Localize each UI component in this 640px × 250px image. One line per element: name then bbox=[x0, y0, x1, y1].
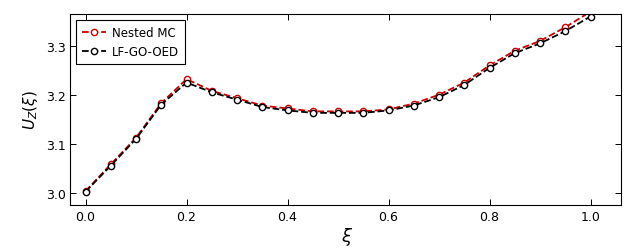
Nested MC bbox=[587, 11, 595, 14]
Nested MC bbox=[360, 110, 367, 114]
LF-GO-OED bbox=[334, 112, 342, 115]
Legend: Nested MC, LF-GO-OED: Nested MC, LF-GO-OED bbox=[76, 21, 185, 64]
Nested MC bbox=[385, 108, 392, 112]
Nested MC bbox=[259, 104, 266, 108]
Nested MC bbox=[410, 103, 418, 106]
Nested MC bbox=[233, 97, 241, 100]
Line: LF-GO-OED: LF-GO-OED bbox=[83, 14, 594, 195]
Nested MC bbox=[82, 190, 90, 193]
LF-GO-OED bbox=[259, 106, 266, 109]
LF-GO-OED bbox=[460, 84, 468, 87]
Nested MC bbox=[208, 90, 216, 93]
LF-GO-OED bbox=[385, 110, 392, 112]
Line: Nested MC: Nested MC bbox=[83, 10, 594, 194]
LF-GO-OED bbox=[157, 104, 165, 107]
LF-GO-OED bbox=[360, 112, 367, 115]
LF-GO-OED bbox=[561, 30, 569, 34]
Nested MC bbox=[107, 163, 115, 166]
Nested MC bbox=[284, 108, 291, 110]
Nested MC bbox=[334, 110, 342, 114]
Nested MC bbox=[435, 94, 443, 97]
Nested MC bbox=[561, 27, 569, 30]
LF-GO-OED bbox=[132, 138, 140, 141]
Nested MC bbox=[486, 65, 493, 68]
LF-GO-OED bbox=[511, 52, 518, 56]
Nested MC bbox=[157, 102, 165, 105]
LF-GO-OED bbox=[435, 96, 443, 99]
Nested MC bbox=[182, 78, 190, 81]
LF-GO-OED bbox=[233, 99, 241, 102]
LF-GO-OED bbox=[82, 190, 90, 193]
LF-GO-OED bbox=[208, 92, 216, 94]
LF-GO-OED bbox=[410, 104, 418, 108]
Nested MC bbox=[132, 137, 140, 140]
Nested MC bbox=[536, 40, 544, 43]
Nested MC bbox=[511, 50, 518, 53]
LF-GO-OED bbox=[107, 164, 115, 168]
LF-GO-OED bbox=[486, 67, 493, 70]
Y-axis label: $U_Z(\xi)$: $U_Z(\xi)$ bbox=[21, 90, 40, 130]
LF-GO-OED bbox=[536, 43, 544, 46]
LF-GO-OED bbox=[309, 112, 317, 115]
X-axis label: ξ: ξ bbox=[340, 227, 351, 245]
LF-GO-OED bbox=[284, 110, 291, 112]
Nested MC bbox=[460, 82, 468, 85]
LF-GO-OED bbox=[182, 82, 190, 85]
Nested MC bbox=[309, 110, 317, 114]
LF-GO-OED bbox=[587, 16, 595, 19]
